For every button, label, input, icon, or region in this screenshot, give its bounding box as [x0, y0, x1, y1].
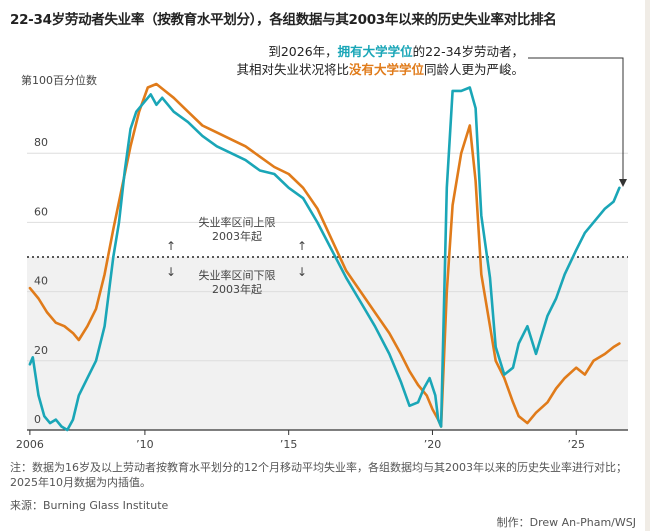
y-tick-label: 40 — [34, 275, 48, 288]
up-arrow-left: ↑ — [166, 239, 176, 253]
lower-range-year: 2003年起 — [212, 282, 262, 296]
x-axis: 2006 ’10 ’15 ’20 ’25 — [16, 429, 628, 451]
series-lines — [28, 82, 621, 432]
annotation-line-1: 到2026年，拥有大学学位的22-34岁劳动者， — [268, 44, 524, 59]
annotation-prefix-1: 到2026年， — [268, 44, 337, 59]
y-tick-label: 80 — [34, 136, 48, 149]
annotation-suffix-2: 同龄人更为严峻。 — [424, 62, 524, 77]
credit: 制作：Drew An-Pham/WSJ — [496, 516, 636, 529]
y-axis-label: 第100百分位数 — [21, 73, 97, 87]
annotation-leader-line — [528, 57, 624, 182]
lower-range-label: 失业率区间下限 — [199, 268, 276, 282]
upper-range-label: 失业率区间上限 — [199, 215, 276, 229]
down-arrow-right: ↓ — [297, 265, 307, 279]
annotation-line-2: 其相对失业状况将比没有大学学位同龄人更为严峻。 — [236, 62, 524, 77]
y-tick-label: 0 — [34, 413, 41, 426]
college-degree-line — [28, 86, 621, 432]
line-chart: 0 20 40 60 80 第100百分位数 2006 ’10 ’15 ’20 ’25 失业率区… — [16, 44, 628, 451]
source: 来源：Burning Glass Institute — [10, 499, 169, 512]
x-tick-label: ’25 — [567, 438, 585, 451]
gridlines — [27, 152, 628, 362]
chart-annotation: 到2026年，拥有大学学位的22-34岁劳动者， 其相对失业状况将比没有大学学位… — [236, 44, 627, 187]
x-tick-label: ’20 — [424, 438, 442, 451]
annotation-suffix-1: 的22-34岁劳动者， — [413, 44, 524, 59]
annotation-prefix-2: 其相对失业状况将比 — [236, 62, 349, 77]
y-tick-label: 20 — [34, 344, 48, 357]
page-title: 22-34岁劳动者失业率（按教育水平划分），各组数据与其2003年以来的历史失业… — [10, 12, 557, 28]
down-arrow-left: ↓ — [166, 265, 176, 279]
annotation-arrowhead — [619, 179, 627, 187]
region-labels: 失业率区间上限 2003年起 失业率区间下限 2003年起 ↑ ↓ ↑ ↓ — [166, 215, 307, 296]
x-tick-label: ’15 — [280, 438, 298, 451]
annotation-no-college: 没有大学学位 — [349, 62, 425, 77]
y-axis-ticks: 0 20 40 60 80 — [34, 136, 48, 426]
footnote: 注：数据为16岁及以上劳动者按教育水平划分的12个月移动平均失业率，各组数据均与… — [10, 461, 627, 489]
upper-range-year: 2003年起 — [212, 229, 262, 243]
up-arrow-right: ↑ — [297, 239, 307, 253]
y-tick-label: 60 — [34, 205, 48, 218]
x-tick-label: 2006 — [16, 438, 44, 451]
historical-range-shade — [27, 257, 628, 430]
annotation-college: 拥有大学学位 — [338, 44, 414, 59]
page-edge — [645, 0, 650, 531]
x-tick-label: ’10 — [136, 438, 154, 451]
no-college-degree-line — [28, 82, 621, 428]
